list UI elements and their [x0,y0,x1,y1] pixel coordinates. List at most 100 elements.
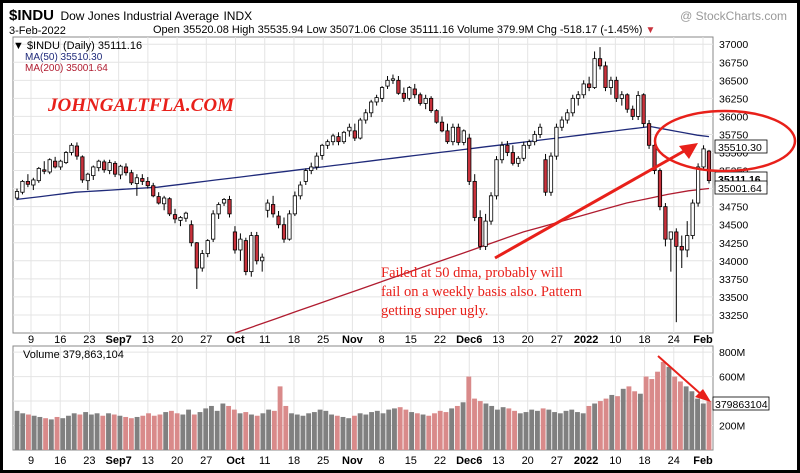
candle [58,160,63,168]
volume-bar [660,361,666,450]
volume-arrow [657,355,704,397]
volume-bar [597,401,603,450]
candle [461,130,466,143]
ma50-line [16,125,710,201]
volume-bar [26,414,31,450]
x-tick-label: 27 [200,334,212,346]
volume-bar [243,412,249,450]
ma200-badge: 35001.64 [718,183,762,195]
candle [396,79,401,94]
volume-bar [43,418,49,450]
candle [42,169,47,172]
candle [172,214,178,220]
x-tick-label: 2022 [574,334,598,346]
candle [581,83,586,96]
candle [330,135,336,143]
x-tick-label: 25 [317,455,329,467]
candle [53,160,58,168]
chart-frame: $INDU Dow Jones Industrial Average INDX … [3,3,797,470]
x-tick-label: 13 [492,455,504,467]
volume-bar [174,413,180,450]
volume-bar [472,398,477,450]
candle [358,119,363,139]
volume-bar [209,405,214,450]
volume-bar [203,408,209,450]
candle [167,198,172,215]
volume-bar [655,371,660,450]
candle [369,101,374,114]
volume-bar [575,412,580,450]
candle [36,167,41,182]
candle [505,144,510,153]
volume-bar [552,412,558,450]
x-tick-label: 8 [379,334,385,346]
index-name: Dow Jones Industrial Average [60,9,220,23]
candle [516,157,521,164]
candle [657,170,663,208]
volume-bar [609,394,615,450]
candle [178,217,183,221]
volume-bar [134,416,140,450]
candle [260,256,265,262]
volume-bar [277,386,283,450]
volume-bar [157,414,163,450]
volume-bar [615,396,620,450]
candle [238,238,243,251]
volume-bar [186,409,192,450]
volume-bar [546,409,552,450]
price-tick-label: 34500 [719,220,748,232]
candle [91,166,96,177]
candle [696,166,701,204]
candle [352,130,357,139]
candle [543,159,548,193]
candle [96,160,101,169]
x-tick-label: 20 [522,334,534,346]
volume-bar [637,393,643,450]
candle [14,191,20,199]
candle [434,110,439,123]
volume-bar [20,413,26,450]
volume-bar [512,410,517,450]
volume-bar [437,410,443,450]
x-tick-label: 23 [83,334,95,346]
price-tick-label: 33250 [719,310,748,322]
candle [314,155,319,168]
volume-bar [197,412,203,450]
volume-bar [106,413,111,450]
candle [47,159,52,173]
volume-bar [48,419,54,450]
candle [151,185,156,197]
x-tick-label: 18 [638,334,650,346]
volume-bar [346,418,352,450]
x-tick-label: 18 [288,455,300,467]
candle [450,126,455,143]
x-tick-label: 20 [171,455,183,467]
x-tick-label: Sep7 [106,455,132,467]
volume-bar [357,413,363,450]
x-tick-label: 18 [288,334,300,346]
volume-badge-box [712,396,770,411]
volume-bar [14,410,20,450]
volume-bar [397,407,403,450]
candle [439,121,445,132]
x-tick-label: 16 [54,334,66,346]
x-tick-label: 11 [259,455,270,467]
exchange: INDX [223,9,253,23]
x-tick-label: Nov [342,455,364,467]
x-tick-label: 9 [28,334,34,346]
x-tick-label: Dec6 [456,455,482,467]
candle [281,224,287,240]
volume-bar [409,412,415,450]
volume-bar [214,410,220,450]
volume-badge: 379863104 [715,399,768,411]
price-tick-label: 33500 [719,292,748,304]
volume-bar [123,416,129,450]
x-tick-label: 13 [492,334,504,346]
price-tick-label: 36250 [719,93,748,105]
x-tick-label: 27 [551,334,563,346]
x-tick-label: Feb [693,455,713,467]
candle [390,78,396,81]
price-tick-label: 34750 [719,202,748,214]
x-tick-label: 8 [379,455,385,467]
annotation-arrow [494,144,694,260]
